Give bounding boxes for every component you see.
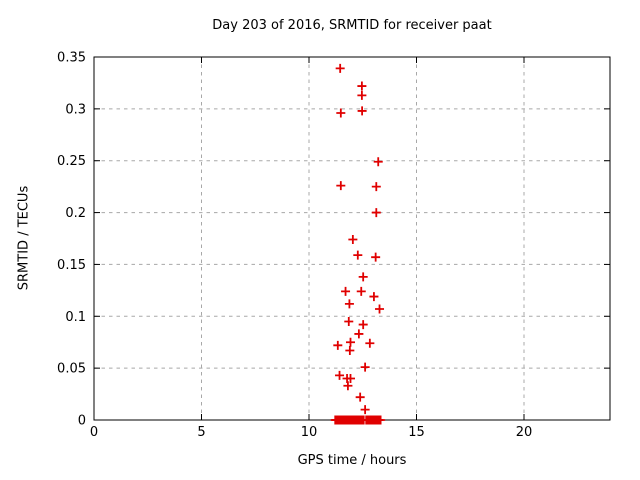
y-tick-label: 0.3 xyxy=(65,102,86,117)
x-axis-label: GPS time / hours xyxy=(297,453,407,468)
data-point-marker xyxy=(344,316,354,326)
data-point-marker xyxy=(371,182,381,192)
y-tick-label: 0.1 xyxy=(65,310,86,325)
data-point-marker xyxy=(354,329,364,339)
y-tick-label: 0.35 xyxy=(57,51,86,66)
data-point-marker xyxy=(345,374,355,384)
y-tick-label: 0.05 xyxy=(57,362,86,377)
data-point-marker xyxy=(371,252,381,262)
data-point-marker xyxy=(356,286,366,296)
data-point-marker xyxy=(344,299,354,309)
x-tick-label: 5 xyxy=(197,425,205,440)
x-tick-label: 15 xyxy=(408,425,425,440)
data-point-marker xyxy=(355,392,365,402)
data-point-marker xyxy=(335,63,345,73)
data-point-marker xyxy=(345,337,355,347)
data-point-marker xyxy=(353,250,363,260)
data-point-marker xyxy=(336,108,346,118)
x-tick-label: 20 xyxy=(516,425,533,440)
data-point-marker xyxy=(357,81,367,91)
data-point-marker xyxy=(360,362,370,372)
y-tick-label: 0.15 xyxy=(57,258,86,273)
data-point-marker xyxy=(358,320,368,330)
y-tick-label: 0 xyxy=(78,414,86,429)
chart-title: Day 203 of 2016, SRMTID for receiver paa… xyxy=(212,18,492,33)
data-point-marker xyxy=(333,340,343,350)
data-point-marker xyxy=(365,338,375,348)
data-point-marker xyxy=(348,235,358,245)
data-point-marker xyxy=(358,272,368,282)
data-point-marker xyxy=(357,90,367,100)
data-point-marker xyxy=(360,405,370,415)
x-tick-label: 10 xyxy=(301,425,318,440)
y-tick-label: 0.2 xyxy=(65,206,86,221)
data-point-marker xyxy=(369,292,379,302)
data-point-marker xyxy=(345,346,355,356)
data-point-marker xyxy=(371,208,381,218)
data-point-marker xyxy=(341,286,351,296)
data-point-marker xyxy=(336,181,346,191)
data-point-marker xyxy=(375,304,385,314)
x-tick-label: 0 xyxy=(90,425,98,440)
data-point-marker xyxy=(357,106,367,116)
data-point-marker xyxy=(376,415,386,425)
data-point-marker xyxy=(373,157,383,167)
data-point-marker xyxy=(335,370,345,380)
data-point-marker xyxy=(343,381,353,391)
y-tick-label: 0.25 xyxy=(57,154,86,169)
